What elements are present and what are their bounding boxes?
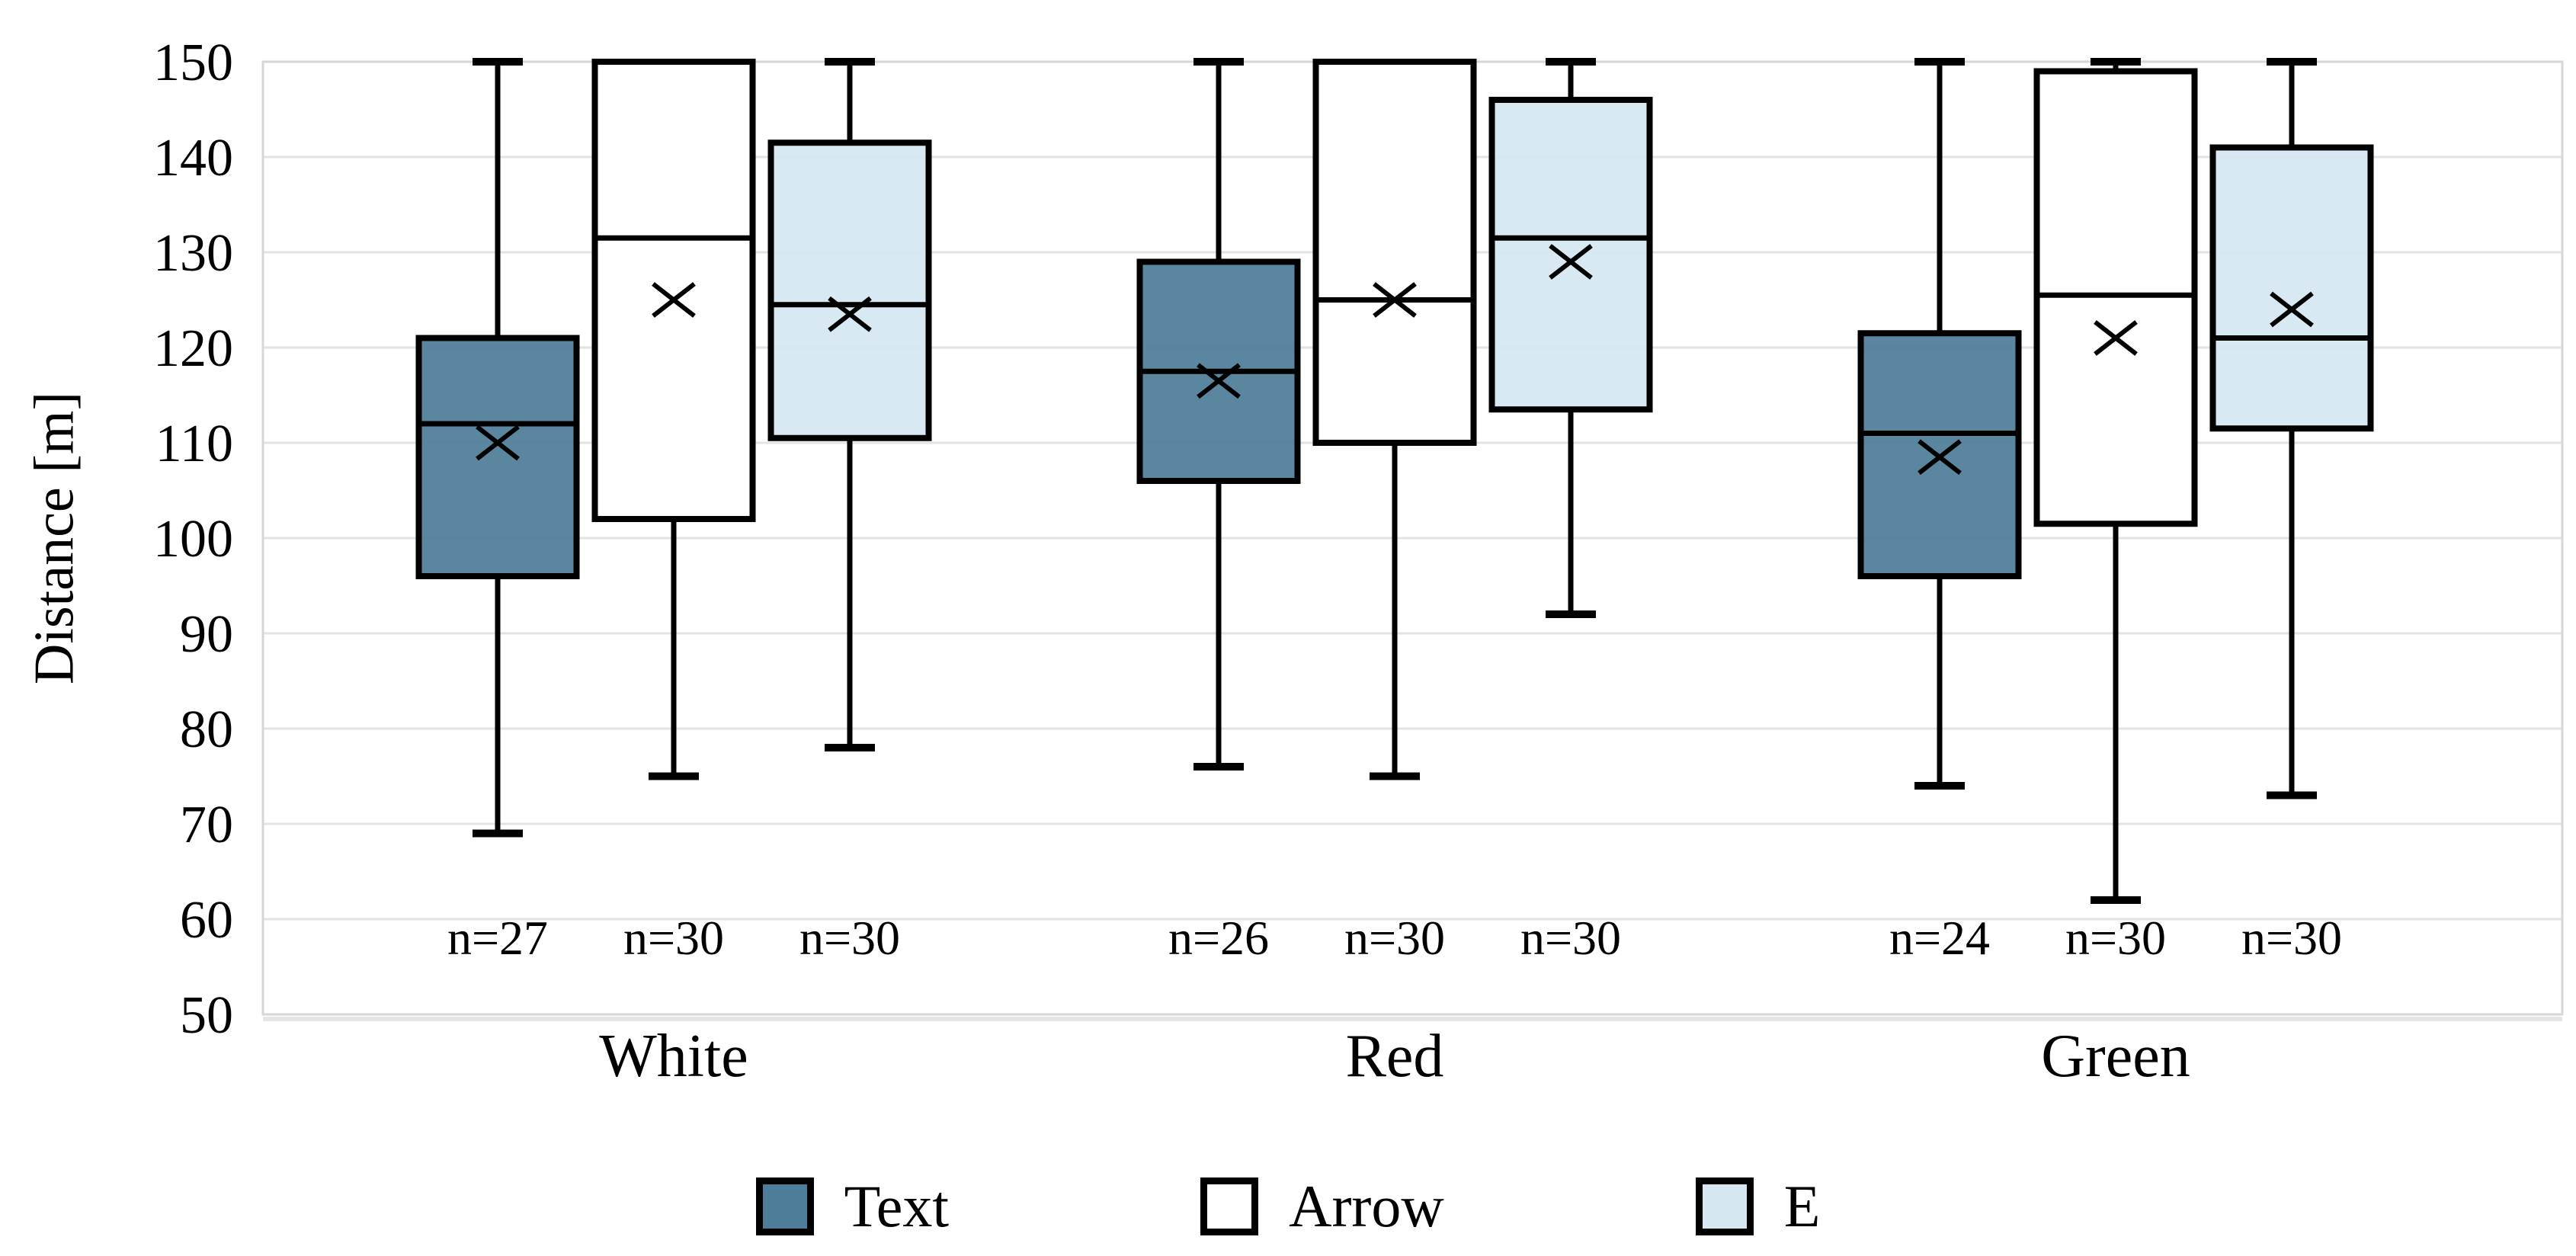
legend: Text Arrow E: [0, 1172, 2576, 1241]
legend-item-e: E: [1695, 1172, 1821, 1241]
n-count-label: n=26: [1168, 911, 1269, 965]
legend-label-arrow: Arrow: [1289, 1173, 1444, 1239]
box-rect: [1312, 59, 1477, 446]
mean-marker-stroke: [1918, 439, 1962, 476]
mean-marker-stroke: [828, 296, 872, 332]
box-arrow-white: [591, 59, 756, 780]
mean-marker-stroke: [476, 425, 520, 461]
x-category-label: Red: [1346, 1023, 1444, 1090]
box-text-red: [1136, 58, 1301, 771]
mean-marker: [1549, 244, 1593, 280]
box-arrow-red: [1312, 59, 1477, 780]
x-category-label: Green: [2041, 1023, 2190, 1090]
box-e-white: [767, 58, 932, 751]
n-count-label: n=24: [1889, 911, 1990, 965]
y-tick-label: 70: [180, 796, 233, 854]
n-count-label: n=27: [447, 911, 548, 965]
n-count-label: n=30: [1344, 911, 1445, 965]
y-tick-label: 110: [155, 415, 233, 473]
n-count-label: n=30: [1520, 911, 1621, 965]
y-tick-label: 80: [180, 700, 233, 759]
y-tick-labels: 50 60 70 80 90 100 110 120 130 140 150: [153, 34, 233, 1045]
mean-marker: [828, 296, 872, 332]
mean-marker: [652, 282, 696, 318]
box-e-red: [1488, 58, 1653, 618]
box-text-green: [1857, 58, 2022, 790]
n-count-label: n=30: [2241, 911, 2342, 965]
box-rect: [767, 139, 932, 441]
mean-marker-stroke: [1373, 282, 1417, 318]
box-rect: [1488, 97, 1653, 413]
mean-marker: [476, 425, 520, 461]
box-arrow-green: [2033, 58, 2198, 904]
y-tick-label: 50: [180, 986, 233, 1045]
legend-label-text: Text: [844, 1173, 950, 1239]
mean-marker: [1918, 439, 1962, 476]
y-tick-label: 100: [153, 510, 233, 569]
box-rect: [2209, 144, 2374, 432]
box-e-green: [2209, 58, 2374, 799]
y-tick-label: 140: [153, 129, 233, 187]
n-count-label: n=30: [623, 911, 724, 965]
n-count-label: n=30: [799, 911, 900, 965]
box-text-white: [415, 58, 580, 838]
legend-item-text: Text: [755, 1172, 950, 1241]
legend-swatch-arrow: [1200, 1178, 1259, 1235]
y-tick-label: 120: [153, 319, 233, 378]
mean-marker-stroke: [1549, 244, 1593, 280]
mean-marker-stroke: [652, 282, 696, 318]
box-rect: [591, 59, 756, 522]
legend-label-e: E: [1783, 1173, 1821, 1239]
mean-marker: [2094, 320, 2138, 356]
y-axis-title: Distance [m]: [23, 391, 86, 685]
box-rect: [415, 335, 580, 579]
y-tick-label: 60: [180, 891, 233, 950]
y-tick-label: 150: [153, 34, 233, 92]
mean-marker: [1197, 363, 1241, 399]
n-count-label: n=30: [2065, 911, 2166, 965]
mean-marker-stroke: [1197, 363, 1241, 399]
legend-item-arrow: Arrow: [1200, 1172, 1444, 1241]
legend-swatch-e: [1695, 1178, 1754, 1235]
y-tick-label: 130: [153, 224, 233, 283]
x-category-label: White: [599, 1023, 748, 1090]
mean-marker-stroke: [2094, 320, 2138, 356]
legend-swatch-text: [755, 1178, 814, 1235]
mean-marker-stroke: [2270, 291, 2314, 328]
mean-marker: [1373, 282, 1417, 318]
y-tick-label: 90: [180, 605, 233, 664]
mean-marker: [2270, 291, 2314, 328]
